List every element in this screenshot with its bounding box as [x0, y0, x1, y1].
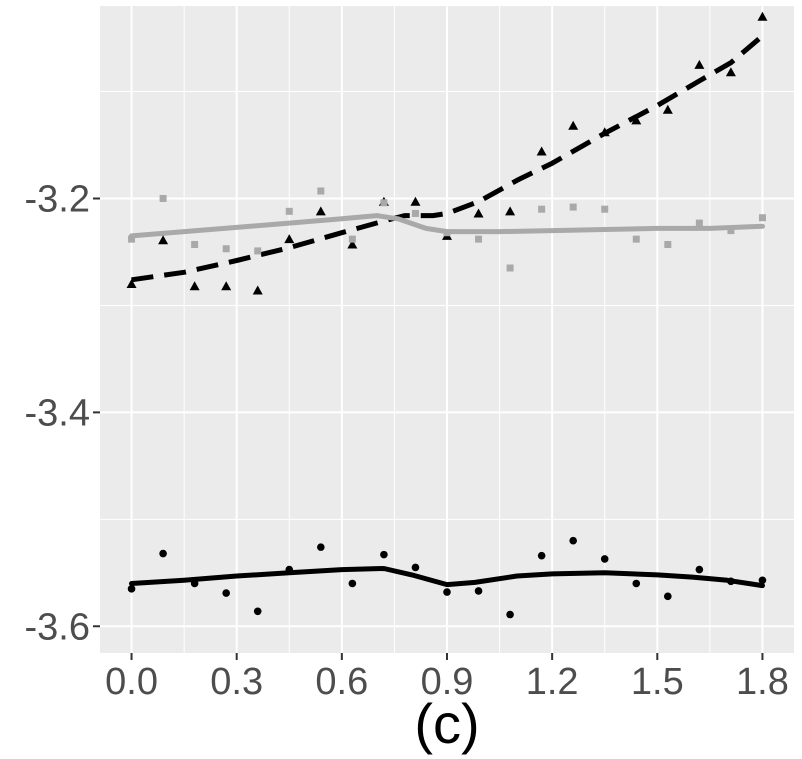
- chart-caption: (c): [414, 692, 479, 755]
- circle-point: [222, 589, 230, 597]
- x-tick-label: 1.2: [526, 661, 579, 703]
- triangle-point: [473, 208, 484, 218]
- square-point: [727, 227, 735, 235]
- grid-major: [100, 6, 794, 653]
- triangle-point: [631, 115, 642, 125]
- y-tick-label: -3.4: [25, 392, 90, 434]
- square-point: [695, 219, 703, 227]
- axis-ticks: [93, 197, 764, 660]
- circle-point: [443, 588, 451, 596]
- square-point: [411, 209, 419, 217]
- circle-point: [695, 565, 704, 574]
- triangle-point: [410, 196, 421, 206]
- y-tick-label: -3.2: [25, 178, 90, 220]
- smooth-line-triangles: [131, 33, 765, 283]
- circle-point: [506, 610, 514, 619]
- y-tick-label: -3.6: [25, 606, 90, 648]
- triangle-point: [315, 206, 326, 216]
- square-point: [222, 245, 230, 253]
- triangle-point: [536, 146, 547, 156]
- square-point: [285, 207, 293, 215]
- circle-point: [127, 585, 136, 593]
- smooth-lines: [129, 33, 765, 589]
- x-tick-label: 0.3: [210, 661, 263, 703]
- square-point: [506, 264, 514, 272]
- triangle-point: [221, 281, 232, 291]
- square-point: [443, 229, 451, 237]
- triangle-point: [505, 206, 516, 216]
- triangle-point: [662, 104, 673, 114]
- square-point: [348, 235, 356, 243]
- triangle-point: [599, 127, 610, 137]
- triangle-point: [158, 235, 169, 245]
- square-point: [601, 205, 609, 213]
- triangle-point: [126, 279, 137, 289]
- square-point: [758, 214, 766, 222]
- triangle-point: [189, 281, 200, 291]
- triangle-point: [347, 239, 358, 249]
- circle-point: [537, 551, 546, 560]
- square-point: [317, 187, 325, 195]
- x-tick-label: 0.9: [421, 661, 474, 703]
- tick-labels: 0.0 0.3 0.6 0.9 1.2 1.5 1.8 -3.2 -3.4 -3.6: [25, 178, 789, 703]
- square-point: [538, 205, 546, 213]
- circle-point: [348, 579, 357, 588]
- data-points: [126, 11, 768, 619]
- circle-point: [253, 607, 262, 616]
- square-point: [128, 235, 136, 243]
- circle-point: [600, 555, 609, 563]
- triangle-point: [284, 234, 295, 244]
- square-point: [475, 235, 483, 243]
- square-point: [159, 194, 167, 202]
- x-tick-label: 0.6: [315, 661, 368, 703]
- square-point: [632, 235, 640, 243]
- triangle-point: [725, 67, 736, 77]
- circle-point: [727, 577, 735, 586]
- x-tick-label: 1.8: [736, 661, 789, 703]
- circle-point: [758, 576, 767, 585]
- smooth-line-squares: [129, 213, 765, 239]
- circle-point: [632, 579, 641, 588]
- x-tick-label: 1.5: [631, 661, 684, 703]
- circle-point: [317, 543, 325, 551]
- square-point: [664, 240, 672, 248]
- triangle-point: [694, 59, 705, 69]
- circle-point: [569, 536, 577, 545]
- x-tick-label: 0.0: [105, 661, 158, 703]
- circle-point: [474, 587, 483, 595]
- circle-point: [411, 563, 420, 572]
- smooth-line-circles: [129, 566, 765, 589]
- square-point: [380, 199, 388, 207]
- square-point: [254, 247, 262, 255]
- circle-point: [159, 549, 167, 558]
- triangle-point: [252, 285, 263, 295]
- grid-minor: [100, 6, 794, 653]
- triangle-point: [757, 11, 768, 21]
- square-point: [569, 203, 577, 211]
- circle-point: [664, 592, 672, 601]
- circle-point: [285, 565, 294, 574]
- circle-point: [190, 579, 199, 588]
- triangle-point: [568, 120, 579, 130]
- square-point: [191, 240, 199, 248]
- circle-point: [380, 550, 388, 559]
